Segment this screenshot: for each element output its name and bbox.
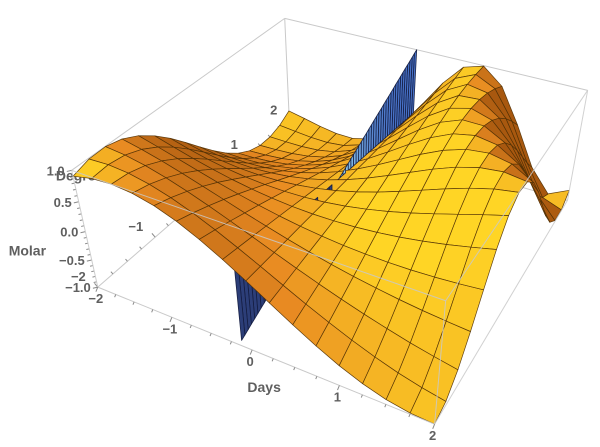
z-tick-label: −1.0	[65, 280, 91, 295]
z-axis-label: Molar	[9, 243, 47, 259]
y-tick-label: 1	[231, 137, 238, 152]
y-tick-label: 2	[270, 102, 277, 117]
axis-labels-front: Days	[247, 379, 281, 395]
x-axis-label: Days	[247, 379, 281, 395]
z-tick-label: 0.0	[60, 225, 78, 240]
x-tick-label: 2	[429, 428, 436, 443]
x-tick-label: 0	[247, 354, 254, 369]
z-tick-label: −0.5	[59, 253, 85, 268]
y-tick-label: −1	[128, 219, 143, 234]
z-tick-label: 1.0	[47, 163, 65, 178]
surface-and-wall	[72, 49, 570, 425]
axis-labels-behind: MolarDegrees	[9, 167, 112, 258]
z-axis-ticks: −1.0 −0.5 0.0 0.5 1.0	[47, 163, 98, 295]
box-front-edges	[71, 90, 589, 425]
y-tick-label: −2	[71, 269, 86, 284]
x-tick-label: −1	[162, 321, 177, 336]
z-tick-label: 0.5	[54, 195, 72, 210]
surface-quad	[458, 246, 497, 291]
x-axis-ticks: −2 −1 0 1 2	[88, 286, 436, 443]
x-tick-label: 1	[334, 389, 341, 404]
x-tick-label: −2	[88, 291, 103, 306]
